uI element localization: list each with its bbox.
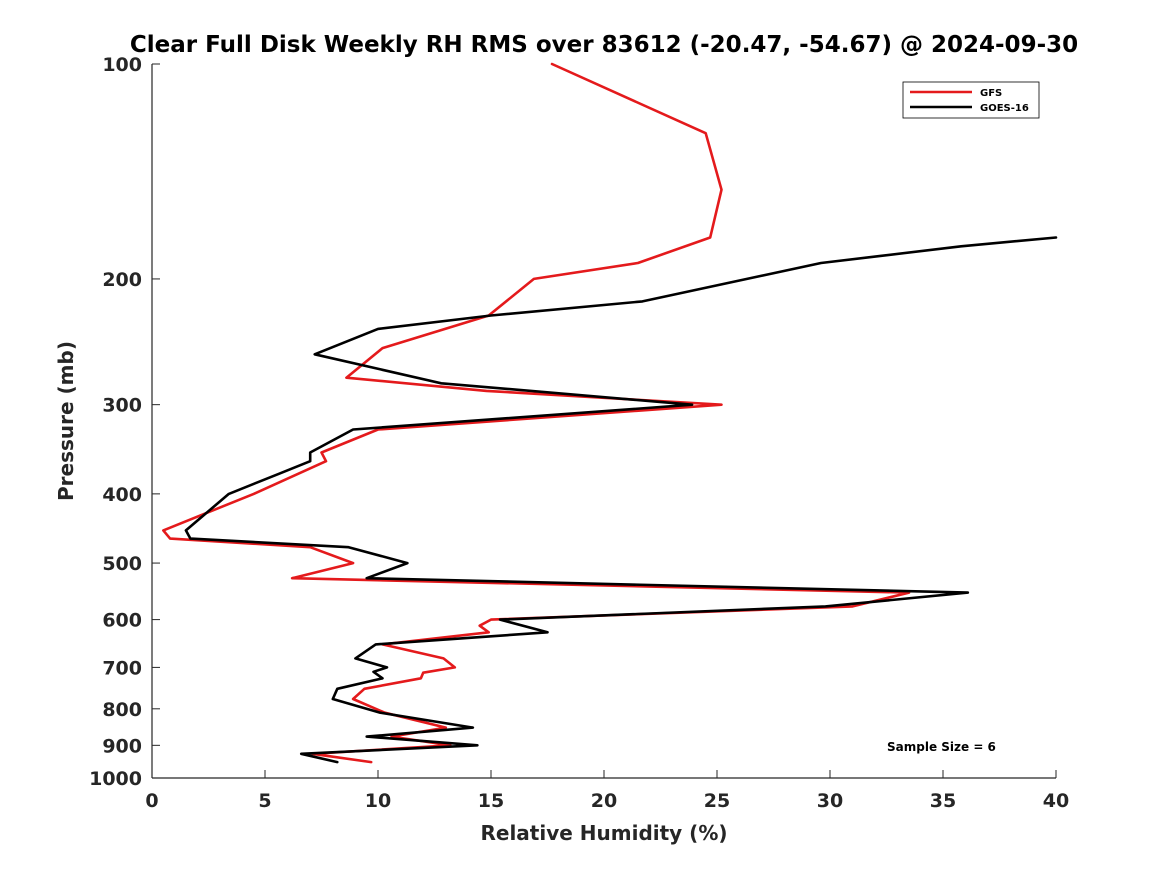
series-line-goes16: [184, 236, 1058, 764]
y-axis-label: Pressure (mb): [54, 341, 78, 501]
y-tick-label: 900: [102, 735, 142, 757]
y-tick-label: 400: [102, 484, 142, 506]
y-tick-label: 300: [102, 395, 142, 417]
series-line-gfs: [162, 62, 911, 764]
y-tick-label: 700: [102, 657, 142, 679]
legend-box: [902, 81, 1040, 119]
series-layer: [162, 62, 1058, 764]
legend: GFS GOES-16: [902, 81, 1040, 119]
x-tick-label: 25: [704, 790, 730, 812]
y-tick-label: 200: [102, 269, 142, 291]
x-tick-label: 40: [1043, 790, 1069, 812]
x-tick-label: 0: [145, 790, 158, 812]
y-tick-label: 100: [102, 54, 142, 76]
x-tick-label: 35: [930, 790, 956, 812]
x-tick-label: 30: [817, 790, 843, 812]
chart-title: Clear Full Disk Weekly RH RMS over 83612…: [130, 32, 1078, 58]
sample-size-annotation: Sample Size = 6: [887, 740, 996, 754]
y-tick-label: 600: [102, 610, 142, 632]
plot-area: [152, 64, 1056, 778]
y-tick-label: 1000: [89, 768, 142, 790]
y-axis-ticks: 100 200 300 400 500 600 700 800 900 1000: [89, 54, 160, 790]
x-tick-label: 20: [591, 790, 617, 812]
legend-label-gfs: GFS: [980, 88, 1002, 99]
legend-label-goes16: GOES-16: [980, 103, 1029, 114]
y-tick-label: 800: [102, 699, 142, 721]
y-tick-label: 500: [102, 553, 142, 575]
x-axis-ticks: 0 5 10 15 20 25 30 35 40: [145, 770, 1069, 812]
x-tick-label: 10: [365, 790, 391, 812]
x-tick-label: 5: [258, 790, 271, 812]
x-axis-label: Relative Humidity (%): [480, 821, 727, 845]
x-tick-label: 15: [478, 790, 504, 812]
